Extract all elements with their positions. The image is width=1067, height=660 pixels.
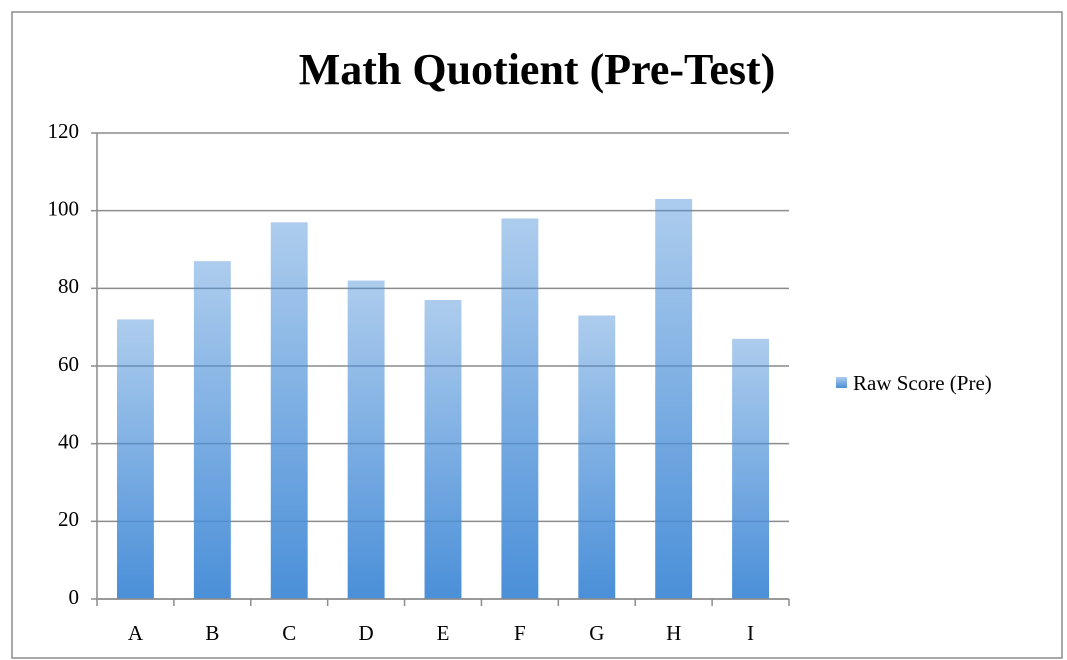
x-tick-label: H xyxy=(666,621,681,645)
bar xyxy=(116,319,154,599)
y-tick-label: 20 xyxy=(58,507,79,531)
chart-title: Math Quotient (Pre-Test) xyxy=(299,45,776,94)
bar xyxy=(347,280,385,599)
x-tick-label: A xyxy=(128,621,144,645)
legend-label: Raw Score (Pre) xyxy=(853,371,992,395)
bar xyxy=(578,315,616,599)
y-tick-label: 40 xyxy=(58,429,79,453)
x-tick-label: E xyxy=(437,621,450,645)
bar xyxy=(193,261,231,599)
bar xyxy=(270,222,308,600)
bar xyxy=(501,218,539,599)
y-tick-label: 80 xyxy=(58,274,79,298)
bar xyxy=(424,299,462,599)
x-tick-label: I xyxy=(747,621,754,645)
legend-swatch xyxy=(836,377,847,388)
x-tick-label: C xyxy=(282,621,296,645)
bar xyxy=(655,199,693,599)
y-tick-label: 60 xyxy=(58,352,79,376)
bar xyxy=(732,338,770,599)
y-tick-label: 120 xyxy=(48,119,80,143)
x-tick-label: G xyxy=(589,621,604,645)
x-tick-label: B xyxy=(205,621,219,645)
y-tick-label: 100 xyxy=(48,196,80,220)
x-tick-label: D xyxy=(359,621,374,645)
x-tick-label: F xyxy=(514,621,526,645)
y-tick-label: 0 xyxy=(69,585,80,609)
